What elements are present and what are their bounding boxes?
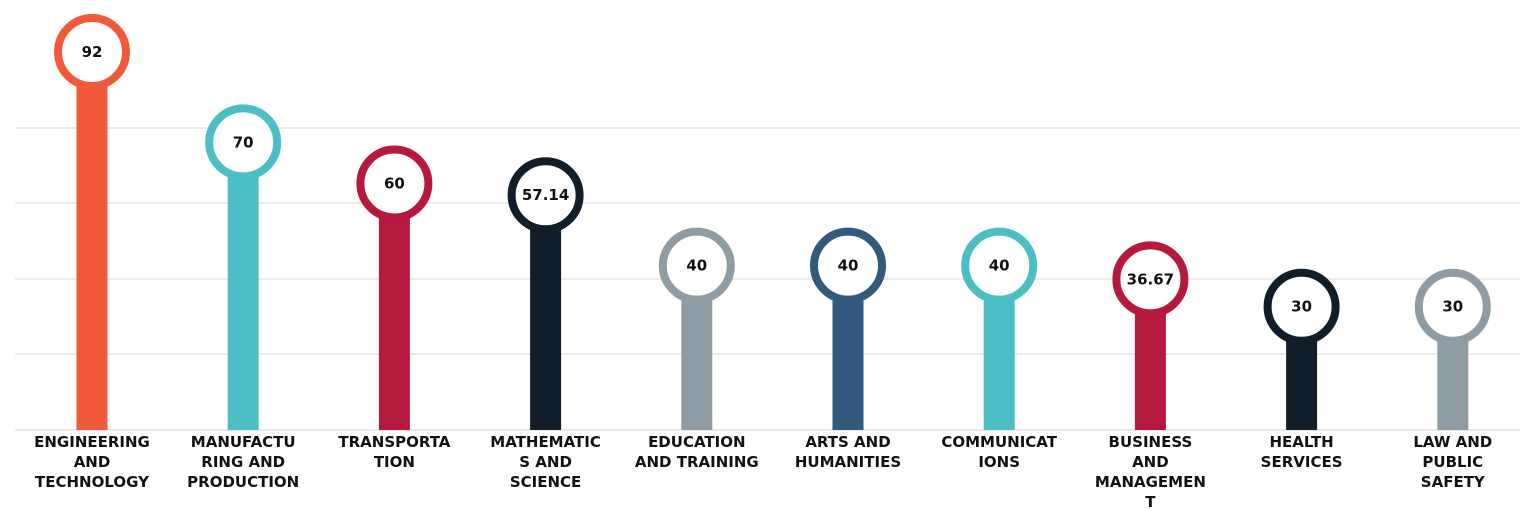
category-label: ARTS AND HUMANITIES — [795, 433, 901, 471]
category-label: TRANSPORTA TION — [338, 433, 450, 471]
category-label: MATHEMATIC S AND SCIENCE — [490, 433, 601, 491]
category-label-line: TECHNOLOGY — [35, 473, 150, 491]
bar-stem — [227, 142, 259, 431]
value-label: 40 — [686, 257, 707, 275]
category-label-line: PRODUCTION — [187, 473, 299, 491]
category-label-line: RING AND — [201, 453, 285, 471]
value-label: 70 — [233, 133, 254, 151]
value-label: 60 — [384, 174, 405, 192]
category-label-line: MANAGEMEN — [1095, 473, 1206, 491]
category-label: EDUCATION AND TRAINING — [635, 433, 759, 471]
value-label: 92 — [82, 43, 103, 61]
bar-head-circle — [1112, 241, 1189, 318]
bar-head-circle — [356, 145, 433, 222]
category-label-line: IONS — [978, 453, 1020, 471]
value-label: 57.14 — [522, 186, 569, 204]
chart-marks: 92 70 60 57.14 40 40 40 36.67 30 30 — [54, 14, 1491, 431]
category-label-line: HUMANITIES — [795, 453, 901, 471]
value-label: 30 — [1291, 298, 1312, 316]
category-label-line: S AND — [519, 453, 572, 471]
category-label: HEALTH SERVICES — [1261, 433, 1343, 471]
category-label-line: COMMUNICAT — [941, 433, 1057, 451]
category-label-line: SERVICES — [1261, 453, 1343, 471]
bar-head-circle — [205, 104, 282, 181]
bar-head-circle — [1414, 268, 1491, 345]
category-label: ENGINEERING AND TECHNOLOGY — [34, 433, 150, 491]
bar-head-circle — [810, 227, 886, 304]
category-label-line: T — [1145, 493, 1156, 507]
category-label-line: AND TRAINING — [635, 453, 759, 471]
bar-stem — [530, 195, 562, 430]
category-label-line: ARTS AND — [805, 433, 890, 451]
bar-head-circle — [1263, 268, 1340, 345]
bar-head-circle — [54, 14, 130, 90]
value-label: 40 — [989, 257, 1010, 275]
bar-head-circle — [507, 157, 584, 234]
category-label-line: AND — [74, 453, 111, 471]
category-label: BUSINESS AND MANAGEMEN T — [1095, 433, 1206, 507]
category-label-line: MATHEMATIC — [490, 433, 601, 451]
category-label: COMMUNICAT IONS — [941, 433, 1057, 471]
bar-stem — [378, 183, 410, 430]
value-label: 40 — [838, 257, 859, 275]
bar-stem — [76, 52, 108, 430]
bar-head-circle — [658, 227, 735, 304]
category-label: LAW AND PUBLIC SAFETY — [1413, 433, 1492, 491]
value-label: 30 — [1442, 298, 1463, 316]
category-label-line: ENGINEERING — [34, 433, 150, 451]
category-labels: ENGINEERING AND TECHNOLOGY MANUFACTU RING AN… — [34, 433, 1492, 511]
category-label-line: HEALTH — [1269, 433, 1333, 451]
category-label-line: BUSINESS — [1109, 433, 1193, 451]
category-label-line: PUBLIC — [1422, 453, 1483, 471]
category-label-line: EDUCATION — [648, 433, 745, 451]
category-label-line: SCIENCE — [510, 473, 581, 491]
category-label-line: LAW AND — [1413, 433, 1492, 451]
category-label-line: TRANSPORTA — [338, 433, 450, 451]
category-label-line: SAFETY — [1421, 473, 1486, 491]
bar-head-circle — [961, 227, 1038, 304]
category-label-line: TION — [374, 453, 415, 471]
category-label-line: MANUFACTU — [191, 433, 296, 451]
value-label: 36.67 — [1127, 270, 1174, 288]
category-label-line: AND — [1132, 453, 1169, 471]
category-label: MANUFACTU RING AND PRODUCTION — [187, 433, 299, 491]
